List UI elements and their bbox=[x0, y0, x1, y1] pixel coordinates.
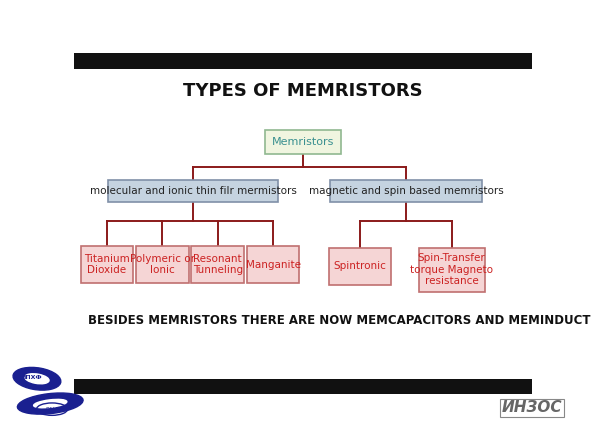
Text: Spintronic: Spintronic bbox=[334, 261, 387, 272]
Text: TYPES OF MEMRISTORS: TYPES OF MEMRISTORS bbox=[183, 82, 423, 100]
Text: Resonant
Tunneling: Resonant Tunneling bbox=[193, 254, 243, 276]
Text: Memristors: Memristors bbox=[272, 137, 334, 147]
FancyBboxPatch shape bbox=[136, 246, 189, 284]
Text: BESIDES MEMRISTORS THERE ARE NOW MEMCAPACITORS AND MEMINDUCTORS!: BESIDES MEMRISTORS THERE ARE NOW MEMCAPA… bbox=[87, 314, 591, 327]
Text: Manganite: Manganite bbox=[246, 260, 301, 270]
FancyBboxPatch shape bbox=[330, 180, 482, 202]
FancyBboxPatch shape bbox=[80, 246, 133, 284]
Ellipse shape bbox=[25, 374, 49, 384]
Ellipse shape bbox=[13, 367, 61, 390]
Ellipse shape bbox=[17, 393, 83, 414]
FancyBboxPatch shape bbox=[191, 246, 244, 284]
FancyBboxPatch shape bbox=[418, 248, 485, 292]
FancyBboxPatch shape bbox=[74, 379, 532, 394]
Text: ИПХФ: ИПХФ bbox=[20, 375, 41, 380]
FancyBboxPatch shape bbox=[247, 246, 300, 284]
FancyBboxPatch shape bbox=[329, 248, 391, 285]
Text: Spin-Transfer
torque Magneto
resistance: Spin-Transfer torque Magneto resistance bbox=[410, 253, 493, 286]
Ellipse shape bbox=[34, 400, 67, 408]
Text: ИНЗОС: ИНЗОС bbox=[502, 400, 562, 415]
Text: Titanium
Dioxide: Titanium Dioxide bbox=[84, 254, 130, 276]
FancyBboxPatch shape bbox=[265, 129, 340, 154]
Text: molecular and ionic thin filr mermistors: molecular and ionic thin filr mermistors bbox=[89, 187, 297, 196]
FancyBboxPatch shape bbox=[74, 53, 532, 69]
Text: magnetic and spin based memristors: magnetic and spin based memristors bbox=[309, 187, 504, 196]
Text: РАН: РАН bbox=[46, 407, 59, 412]
FancyBboxPatch shape bbox=[108, 180, 278, 202]
Text: Polymeric or
Ionic: Polymeric or Ionic bbox=[130, 254, 195, 276]
